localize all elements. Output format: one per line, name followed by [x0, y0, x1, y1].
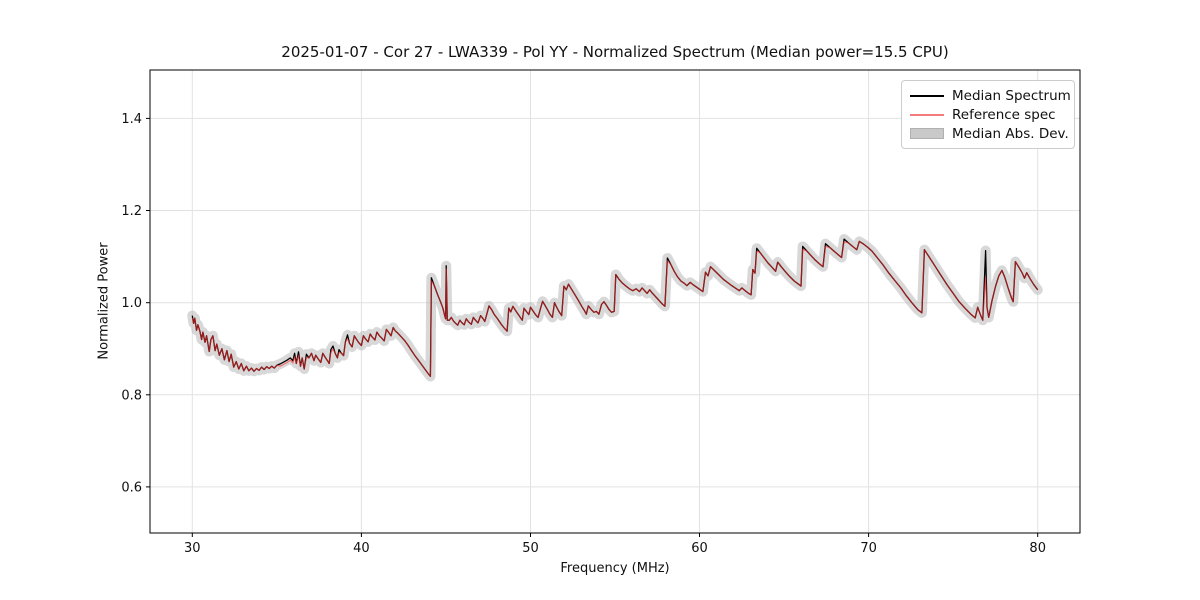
- legend-item-reference-spec: Reference spec: [910, 105, 1065, 124]
- svg-text:1.2: 1.2: [121, 204, 142, 219]
- svg-text:70: 70: [860, 541, 877, 556]
- y-axis-label: Normalized Power: [96, 242, 112, 360]
- svg-text:1.0: 1.0: [121, 296, 142, 311]
- legend-label-median: Median Spectrum: [952, 87, 1071, 104]
- svg-text:60: 60: [691, 541, 708, 556]
- legend-label-reference: Reference spec: [952, 106, 1056, 123]
- legend-item-median-abs-dev: Median Abs. Dev.: [910, 124, 1069, 143]
- svg-text:50: 50: [522, 541, 539, 556]
- svg-text:1.4: 1.4: [121, 112, 142, 127]
- reference-line-icon: [910, 113, 944, 116]
- svg-text:80: 80: [1029, 541, 1046, 556]
- median-line-swatch-wrap: [910, 94, 944, 97]
- band-patch-icon: [910, 128, 944, 139]
- legend-item-median-spectrum: Median Spectrum: [910, 86, 1071, 105]
- median-line-icon: [910, 94, 944, 97]
- svg-text:0.6: 0.6: [121, 480, 142, 495]
- svg-text:0.8: 0.8: [121, 388, 142, 403]
- legend: Median Spectrum Reference spec Median Ab…: [901, 80, 1075, 149]
- svg-text:40: 40: [353, 541, 370, 556]
- chart-title: 2025-01-07 - Cor 27 - LWA339 - Pol YY - …: [281, 43, 949, 61]
- band-patch-swatch-wrap: [910, 128, 944, 139]
- legend-label-band: Median Abs. Dev.: [952, 125, 1069, 142]
- x-axis-label: Frequency (MHz): [560, 561, 670, 576]
- reference-line-swatch-wrap: [910, 113, 944, 116]
- svg-text:30: 30: [184, 541, 201, 556]
